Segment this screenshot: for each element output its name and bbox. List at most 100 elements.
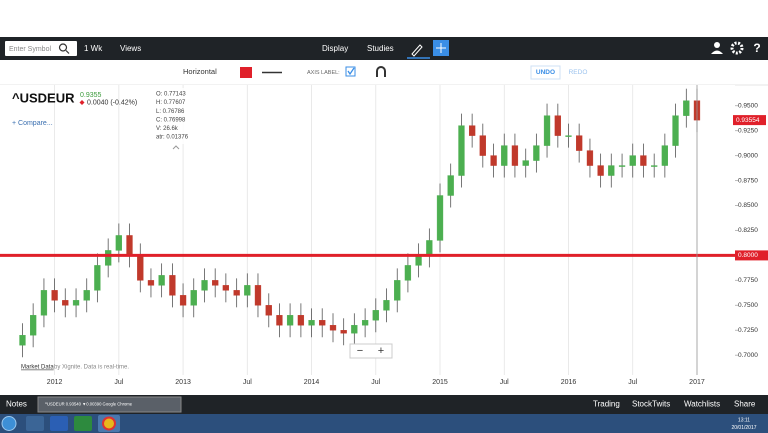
candle-body xyxy=(329,325,337,331)
candle-body xyxy=(105,250,112,266)
candle-body xyxy=(479,135,486,156)
attribution-link[interactable]: Market Data xyxy=(21,365,54,371)
candle-body xyxy=(233,290,240,296)
candle-body xyxy=(490,155,497,166)
candle-body xyxy=(201,280,208,291)
undo-label: UNDO xyxy=(536,69,555,76)
candle-body xyxy=(640,155,647,166)
x-tick-label: Jul xyxy=(243,379,252,386)
magnet-icon[interactable] xyxy=(376,66,386,77)
chrome-icon xyxy=(102,416,116,431)
redo-button[interactable]: REDO xyxy=(569,69,588,76)
info-rows: O: 0.77143 H: 0.77607 L: 0.76786 C: 0.76998… xyxy=(156,92,189,141)
user-icon[interactable] xyxy=(714,42,720,48)
candle-body xyxy=(169,275,176,296)
axis-label-checkbox[interactable] xyxy=(345,66,356,77)
candle-body xyxy=(554,115,561,136)
symbol-placeholder: Enter Symbol xyxy=(9,46,51,53)
clock-time: 13:11 xyxy=(738,417,750,423)
zoom-box xyxy=(349,343,393,359)
info-row: L: 0.76786 xyxy=(156,109,185,115)
display-menu[interactable]: Display xyxy=(322,44,348,53)
info-box xyxy=(152,88,202,144)
candle-body xyxy=(265,305,272,316)
x-tick-label: Jul xyxy=(114,379,123,386)
candle-body xyxy=(137,255,144,281)
crosshair-icon xyxy=(436,43,446,53)
footer-link[interactable]: Watchlists xyxy=(684,400,720,409)
candle-body xyxy=(608,165,615,176)
studies-menu[interactable]: Studies xyxy=(367,44,394,53)
candle-body xyxy=(565,135,572,137)
info-row: V: 26.6k xyxy=(156,126,179,132)
views-menu[interactable]: Views xyxy=(120,44,141,53)
chart: 2012 Jul 2013 Jul 2014 Jul 2015 Jul 2016 Jul 2017 0… xyxy=(0,85,768,386)
draw-tool[interactable] xyxy=(411,44,423,57)
plot-area xyxy=(0,85,735,375)
attribution-text: by Xignite. Data is real-time. xyxy=(54,365,129,371)
help-icon[interactable]: ? xyxy=(753,41,760,55)
candle-body xyxy=(629,155,636,166)
taskbar-app[interactable] xyxy=(74,416,92,431)
candle-body xyxy=(501,145,508,166)
task-preview-text: ^USDEUR 0.93540 ▼0.00390 Google Chrome xyxy=(45,402,133,407)
symbol: ^USDEUR xyxy=(12,90,75,105)
notes-button[interactable]: Notes xyxy=(6,400,27,409)
candle-body xyxy=(254,285,262,306)
x-tick-label: 2014 xyxy=(304,379,320,386)
candle-body xyxy=(672,115,679,146)
x-tick-label: 2015 xyxy=(432,379,448,386)
undo-button[interactable] xyxy=(530,65,561,80)
footer-link[interactable]: Trading xyxy=(593,400,620,409)
zoom-in[interactable]: + xyxy=(378,345,384,357)
color-swatch[interactable] xyxy=(240,67,252,78)
footer-link[interactable]: Share xyxy=(734,400,756,409)
settings-icon[interactable] xyxy=(730,41,744,55)
task-preview[interactable] xyxy=(37,396,182,413)
taskbar-app[interactable] xyxy=(50,416,68,431)
axis-label-text: AXIS LABEL: xyxy=(307,70,340,76)
toolbar xyxy=(0,37,768,60)
candle-body xyxy=(212,280,219,286)
search-icon[interactable] xyxy=(58,43,68,52)
compare-link[interactable]: + Compare... xyxy=(12,120,53,127)
interval-menu[interactable]: 1 Wk xyxy=(84,44,103,53)
candle-body xyxy=(286,315,294,326)
candle-body xyxy=(179,295,187,306)
x-tick-label: Jul xyxy=(628,379,637,386)
drawing-tool-menu[interactable]: Horizontal xyxy=(183,67,217,76)
footer-link[interactable]: StockTwits xyxy=(632,400,670,409)
candle-body xyxy=(30,315,37,336)
info-row: O: 0.77143 xyxy=(156,92,186,98)
candle-body xyxy=(683,100,690,116)
last-price-tag xyxy=(733,115,766,126)
price: 0.9355 xyxy=(80,92,102,99)
candle-body xyxy=(511,145,519,166)
candle-body xyxy=(340,330,347,334)
x-tick-label: 2016 xyxy=(561,379,577,386)
y-tick-label: 0.9250 xyxy=(738,127,758,134)
candle-body xyxy=(297,315,305,326)
candle-body xyxy=(62,300,69,306)
x-tick-label: 2013 xyxy=(175,379,191,386)
candle-body xyxy=(126,235,133,256)
symbol-input[interactable] xyxy=(5,41,77,56)
candle-body xyxy=(361,320,369,326)
candle-body xyxy=(458,125,465,176)
collapse-icon[interactable] xyxy=(172,145,180,150)
x-tick-label: Jul xyxy=(500,379,509,386)
search-icon-handle xyxy=(65,50,70,54)
candle-body xyxy=(543,115,551,146)
info-row: C: 0.76998 xyxy=(156,117,186,123)
hline-tag xyxy=(735,250,768,261)
change: 0.0040 (-0.42%) xyxy=(87,99,137,106)
start-button[interactable] xyxy=(1,416,17,431)
taskbar-app[interactable] xyxy=(26,416,44,431)
info-row: H: 0.77607 xyxy=(156,100,186,106)
candle-body xyxy=(447,175,454,196)
candle-body xyxy=(586,150,594,166)
candle-body xyxy=(383,300,390,311)
candle-body xyxy=(661,145,668,166)
footer xyxy=(0,395,768,414)
zoom-out[interactable]: − xyxy=(357,345,363,357)
